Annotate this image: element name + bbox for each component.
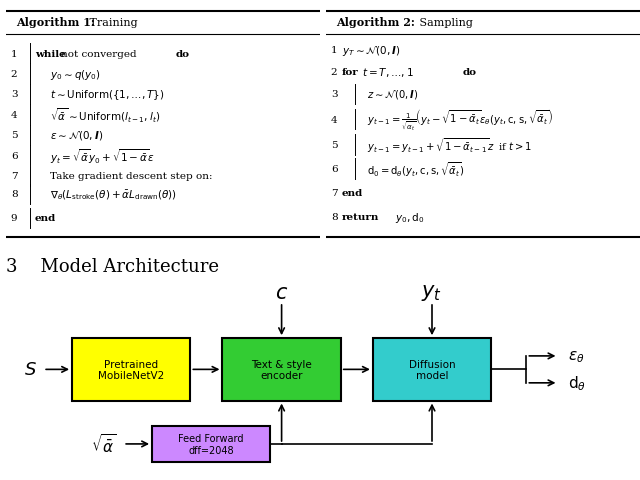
Text: Take gradient descent step on:: Take gradient descent step on: xyxy=(51,172,213,181)
Text: $S$: $S$ xyxy=(24,360,37,379)
Text: 7: 7 xyxy=(331,189,337,198)
Text: 2: 2 xyxy=(11,70,17,79)
Text: $y_t$: $y_t$ xyxy=(422,283,442,303)
Text: 3: 3 xyxy=(331,90,337,99)
Bar xyxy=(223,338,341,401)
Text: $z \sim \mathcal{N}(0, \boldsymbol{I})$: $z \sim \mathcal{N}(0, \boldsymbol{I})$ xyxy=(367,88,419,101)
Bar xyxy=(372,338,492,401)
Text: for: for xyxy=(342,68,359,76)
Text: $\nabla_\theta(L_{\mathrm{stroke}}(\theta) + \bar{\alpha}L_{\mathrm{drawn}}(\the: $\nabla_\theta(L_{\mathrm{stroke}}(\thet… xyxy=(51,188,177,201)
Text: $y_0, \mathrm{d}_0$: $y_0, \mathrm{d}_0$ xyxy=(396,210,425,224)
Text: $y_0 \sim q(y_0)$: $y_0 \sim q(y_0)$ xyxy=(51,67,101,82)
Text: Algorithm 2:: Algorithm 2: xyxy=(336,17,415,28)
Text: $\mathrm{d}_\theta$: $\mathrm{d}_\theta$ xyxy=(568,374,586,392)
Text: $\epsilon_\theta$: $\epsilon_\theta$ xyxy=(568,348,584,364)
Text: $t = T,\ldots,1$: $t = T,\ldots,1$ xyxy=(362,65,414,79)
Text: Feed Forward
dff=2048: Feed Forward dff=2048 xyxy=(179,433,244,455)
Text: 7: 7 xyxy=(11,172,17,181)
Text: $\sqrt{\bar{\alpha}} \sim \mathrm{Uniform}(l_{t-1}, l_t)$: $\sqrt{\bar{\alpha}} \sim \mathrm{Unifor… xyxy=(51,106,161,124)
Text: 9: 9 xyxy=(11,214,17,223)
Text: $\mathrm{d}_0 = \mathrm{d}_\theta(y_t, \mathrm{c}, \mathrm{s}, \sqrt{\bar{\alpha: $\mathrm{d}_0 = \mathrm{d}_\theta(y_t, \… xyxy=(367,160,465,179)
Text: 2: 2 xyxy=(331,68,337,76)
Text: 6: 6 xyxy=(331,165,337,174)
Text: 3    Model Architecture: 3 Model Architecture xyxy=(6,257,220,276)
Text: end: end xyxy=(35,214,56,223)
Text: 8: 8 xyxy=(11,190,17,199)
Text: Sampling: Sampling xyxy=(416,18,473,28)
Text: 5: 5 xyxy=(11,131,17,140)
Text: Algorithm 1:: Algorithm 1: xyxy=(16,17,95,28)
Text: $y_{t-1} = \frac{1}{\sqrt{\alpha_t}}\left(y_t - \sqrt{1-\bar{\alpha}_t}\epsilon_: $y_{t-1} = \frac{1}{\sqrt{\alpha_t}}\lef… xyxy=(367,108,554,132)
Text: 3: 3 xyxy=(11,90,17,99)
Text: do: do xyxy=(176,49,189,59)
Text: $\sqrt{\bar{\alpha}}$: $\sqrt{\bar{\alpha}}$ xyxy=(92,433,116,455)
Text: return: return xyxy=(342,213,380,222)
Text: while: while xyxy=(35,49,65,59)
Bar xyxy=(152,426,270,462)
Text: $y_{t-1} = y_{t-1} + \sqrt{1-\bar{\alpha}_{t-1}}z\;$ if $t>1$: $y_{t-1} = y_{t-1} + \sqrt{1-\bar{\alpha… xyxy=(367,136,532,155)
Text: Diffusion
model: Diffusion model xyxy=(409,359,455,380)
Text: $t \sim \mathrm{Uniform}(\{1,\ldots,T\})$: $t \sim \mathrm{Uniform}(\{1,\ldots,T\})… xyxy=(51,88,165,102)
Text: Training: Training xyxy=(86,18,138,28)
Text: Pretrained
MobileNetV2: Pretrained MobileNetV2 xyxy=(98,359,164,380)
Text: not converged: not converged xyxy=(61,49,137,59)
Text: 4: 4 xyxy=(11,111,17,120)
Text: $y_t = \sqrt{\bar{\alpha}}y_0 + \sqrt{1-\bar{\alpha}}\epsilon$: $y_t = \sqrt{\bar{\alpha}}y_0 + \sqrt{1-… xyxy=(51,147,155,165)
Text: 8: 8 xyxy=(331,213,337,222)
Text: Text & style
encoder: Text & style encoder xyxy=(252,359,312,380)
Text: $c$: $c$ xyxy=(275,283,288,302)
Text: do: do xyxy=(463,68,477,76)
Text: 6: 6 xyxy=(11,152,17,160)
Text: 5: 5 xyxy=(331,141,337,150)
Text: $y_T \sim \mathcal{N}(0, \boldsymbol{I})$: $y_T \sim \mathcal{N}(0, \boldsymbol{I})… xyxy=(342,43,401,58)
Text: 1: 1 xyxy=(331,46,337,55)
Text: 4: 4 xyxy=(331,116,337,124)
Text: end: end xyxy=(342,189,364,198)
Text: $\epsilon \sim \mathcal{N}(0, \boldsymbol{I})$: $\epsilon \sim \mathcal{N}(0, \boldsymbo… xyxy=(51,129,104,142)
Text: 1: 1 xyxy=(11,49,17,59)
Bar xyxy=(72,338,191,401)
